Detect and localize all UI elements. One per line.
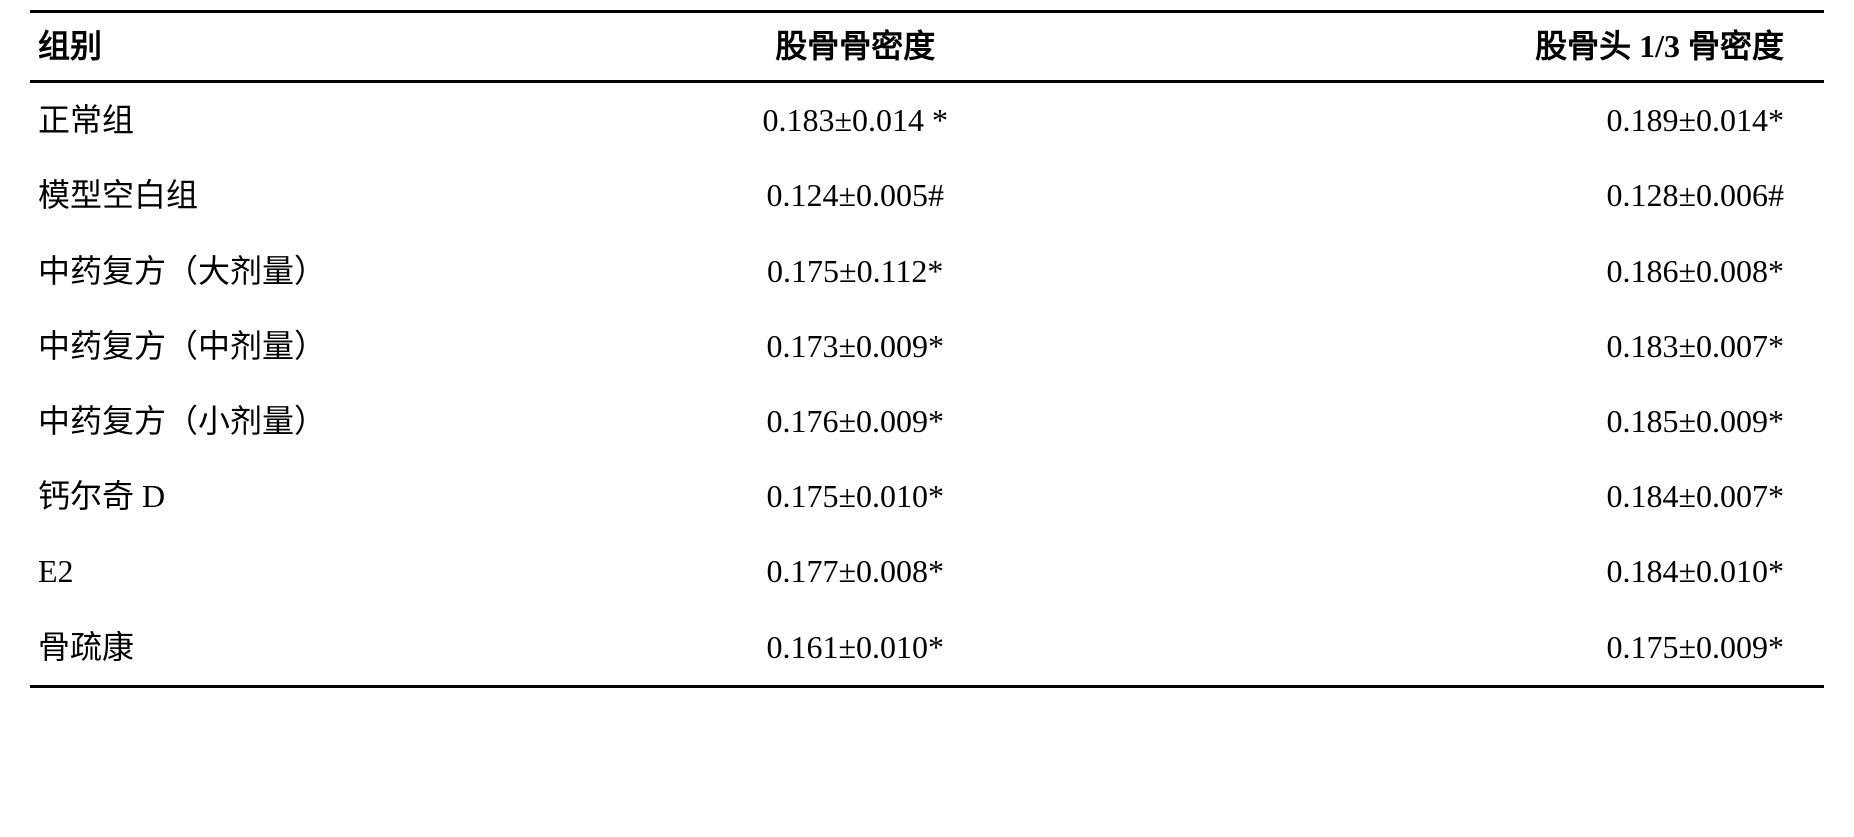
cell-femur-density: 0.177±0.008* xyxy=(532,534,1178,609)
cell-group: 钙尔奇 D xyxy=(30,459,532,534)
table-row: 中药复方（小剂量） 0.176±0.009* 0.185±0.009* xyxy=(30,384,1824,459)
cell-femur-head-density: 0.189±0.014* xyxy=(1178,82,1824,159)
cell-femur-head-density: 0.184±0.010* xyxy=(1178,534,1824,609)
cell-group: E2 xyxy=(30,534,532,609)
cell-group: 正常组 xyxy=(30,82,532,159)
column-header-group: 组别 xyxy=(30,12,532,82)
cell-femur-density: 0.175±0.112* xyxy=(532,234,1178,309)
cell-femur-head-density: 0.183±0.007* xyxy=(1178,309,1824,384)
cell-femur-density: 0.161±0.010* xyxy=(532,610,1178,687)
data-table-container: 组别 股骨骨密度 股骨头 1/3 骨密度 正常组 0.183±0.014 * 0… xyxy=(30,10,1824,688)
cell-femur-head-density: 0.175±0.009* xyxy=(1178,610,1824,687)
table-header-row: 组别 股骨骨密度 股骨头 1/3 骨密度 xyxy=(30,12,1824,82)
cell-femur-head-density: 0.185±0.009* xyxy=(1178,384,1824,459)
cell-femur-head-density: 0.184±0.007* xyxy=(1178,459,1824,534)
column-header-femur-head-density: 股骨头 1/3 骨密度 xyxy=(1178,12,1824,82)
table-row: 正常组 0.183±0.014 * 0.189±0.014* xyxy=(30,82,1824,159)
bone-density-table: 组别 股骨骨密度 股骨头 1/3 骨密度 正常组 0.183±0.014 * 0… xyxy=(30,10,1824,688)
cell-femur-density: 0.175±0.010* xyxy=(532,459,1178,534)
table-row: 中药复方（大剂量） 0.175±0.112* 0.186±0.008* xyxy=(30,234,1824,309)
cell-femur-density: 0.124±0.005# xyxy=(532,158,1178,233)
cell-femur-density: 0.183±0.014 * xyxy=(532,82,1178,159)
table-row: 骨疏康 0.161±0.010* 0.175±0.009* xyxy=(30,610,1824,687)
cell-group: 中药复方（中剂量） xyxy=(30,309,532,384)
cell-femur-density: 0.173±0.009* xyxy=(532,309,1178,384)
column-header-femur-density: 股骨骨密度 xyxy=(532,12,1178,82)
cell-group: 模型空白组 xyxy=(30,158,532,233)
cell-femur-density: 0.176±0.009* xyxy=(532,384,1178,459)
cell-group: 骨疏康 xyxy=(30,610,532,687)
cell-femur-head-density: 0.186±0.008* xyxy=(1178,234,1824,309)
table-row: 钙尔奇 D 0.175±0.010* 0.184±0.007* xyxy=(30,459,1824,534)
cell-group: 中药复方（小剂量） xyxy=(30,384,532,459)
table-row: 中药复方（中剂量） 0.173±0.009* 0.183±0.007* xyxy=(30,309,1824,384)
table-row: E2 0.177±0.008* 0.184±0.010* xyxy=(30,534,1824,609)
table-row: 模型空白组 0.124±0.005# 0.128±0.006# xyxy=(30,158,1824,233)
cell-femur-head-density: 0.128±0.006# xyxy=(1178,158,1824,233)
cell-group: 中药复方（大剂量） xyxy=(30,234,532,309)
